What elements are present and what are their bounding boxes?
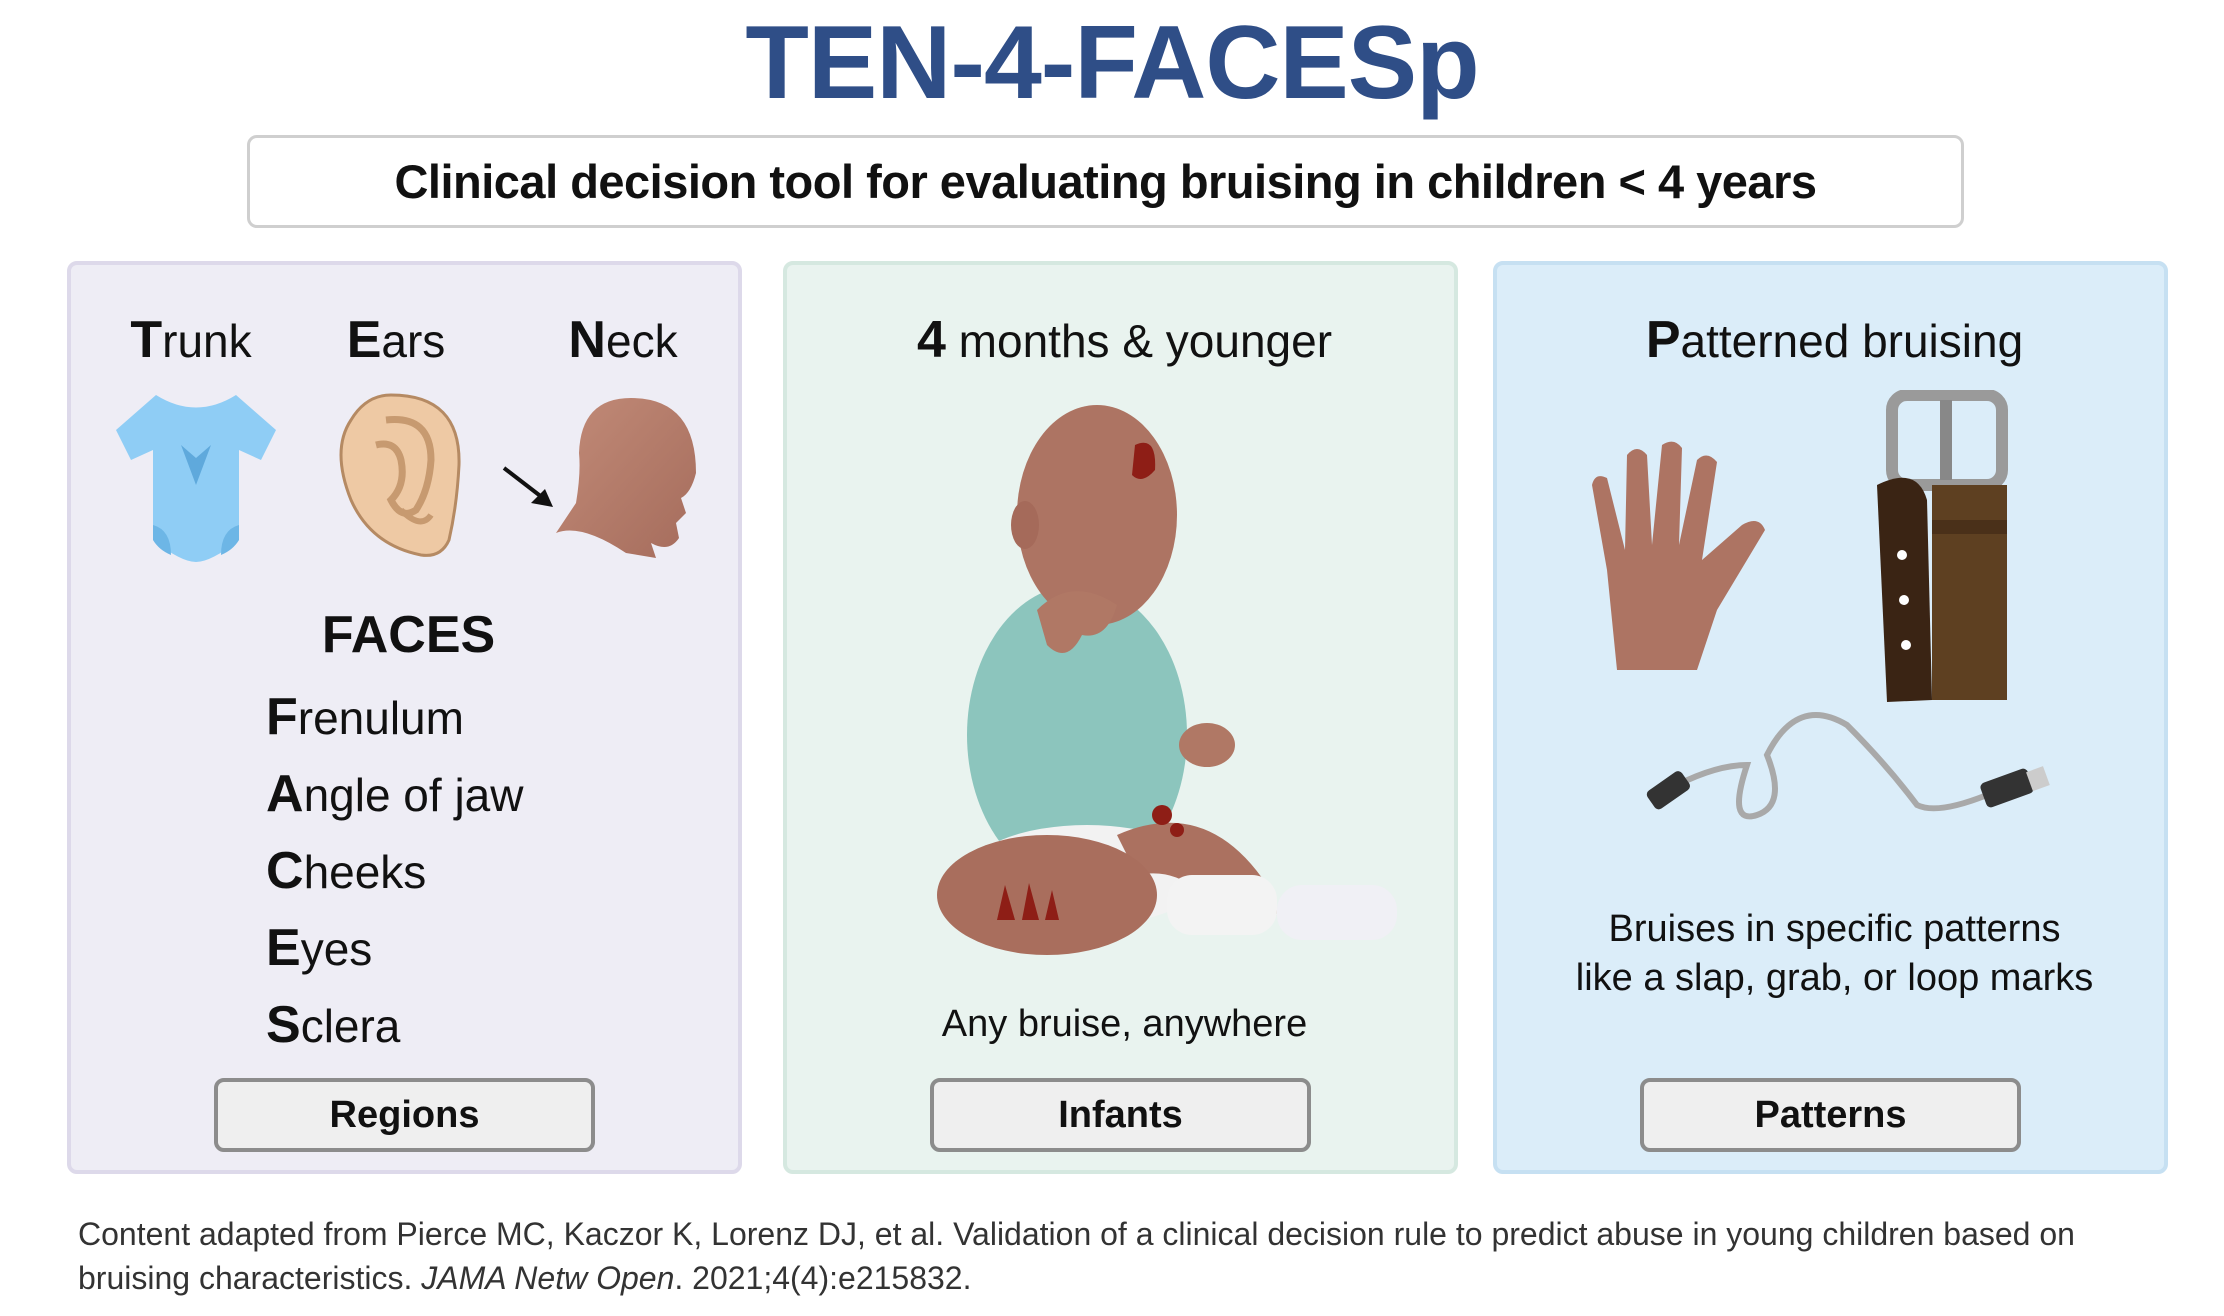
patterns-heading: Patterned bruising [1497, 310, 2172, 370]
infants-description: Any bruise, anywhere [941, 1003, 1308, 1045]
patterns-button[interactable]: Patterns [1640, 1078, 2021, 1152]
initial: 4 [916, 311, 946, 369]
item-rest: ngle of jaw [303, 769, 524, 821]
regions-button[interactable]: Regions [214, 1078, 595, 1152]
initial: A [266, 765, 304, 823]
regions-panel: Trunk Ears Neck FACES Frenulum Angle of … [67, 261, 742, 1174]
page-title: TEN-4-FACESp [745, 5, 1479, 121]
cable-icon [1646, 712, 2050, 820]
heading-trunk: Trunk [91, 310, 291, 370]
initial: F [266, 688, 298, 746]
heading-rest: runk [162, 315, 252, 367]
ear-icon [339, 393, 461, 557]
infants-button[interactable]: Infants [930, 1078, 1311, 1152]
item-rest: heeks [303, 846, 427, 898]
subtitle-box: Clinical decision tool for evaluating br… [247, 135, 1964, 228]
faces-item: Cheeks [266, 841, 426, 901]
faces-item: Angle of jaw [266, 764, 523, 824]
heading-neck: Neck [523, 310, 723, 370]
citation-text: Content adapted from Pierce MC, Kaczor K… [78, 1216, 2075, 1296]
arrow-icon [502, 466, 553, 507]
initial: C [266, 842, 304, 900]
patterns-description: Bruises in specific patterns like a slap… [1497, 905, 2172, 1003]
head-profile-icon [556, 398, 696, 558]
initial: E [346, 311, 382, 369]
faces-item: Sclera [266, 995, 400, 1055]
journal-name: JAMA Netw Open [421, 1260, 675, 1296]
faces-item: Frenulum [266, 687, 464, 747]
heading-rest: ars [381, 315, 446, 367]
citation-footer: Content adapted from Pierce MC, Kaczor K… [78, 1212, 2178, 1300]
bruised-infant-illustration [937, 405, 1397, 955]
heading-rest: months & younger [945, 315, 1333, 367]
belt-icon [1877, 390, 2008, 702]
initial: S [266, 996, 301, 1054]
faces-heading: FACES [321, 606, 496, 664]
item-rest: clera [300, 1000, 401, 1052]
hand-icon [1592, 441, 1765, 670]
description-line: like a slap, grab, or loop marks [1575, 957, 2094, 999]
faces-item: Eyes [266, 918, 372, 978]
initial: N [568, 311, 606, 369]
description-line: Bruises in specific patterns [1608, 908, 2061, 950]
initial: E [266, 919, 301, 977]
citation-text: . 2021;4(4):e215832. [674, 1260, 972, 1296]
onesie-icon [116, 395, 276, 562]
patterns-panel: Patterned bruising Bruises in specific p… [1493, 261, 2168, 1174]
heading-ears: Ears [296, 310, 496, 370]
initial: P [1645, 311, 1681, 369]
heading-rest: eck [605, 315, 678, 367]
initial: T [130, 311, 163, 369]
infants-panel: 4 months & younger Any bruise, anywhere … [783, 261, 1458, 1174]
item-rest: renulum [297, 692, 464, 744]
subtitle: Clinical decision tool for evaluating br… [394, 155, 1817, 208]
item-rest: yes [300, 923, 373, 975]
heading-rest: atterned bruising [1680, 315, 2024, 367]
infants-heading: 4 months & younger [787, 310, 1462, 370]
